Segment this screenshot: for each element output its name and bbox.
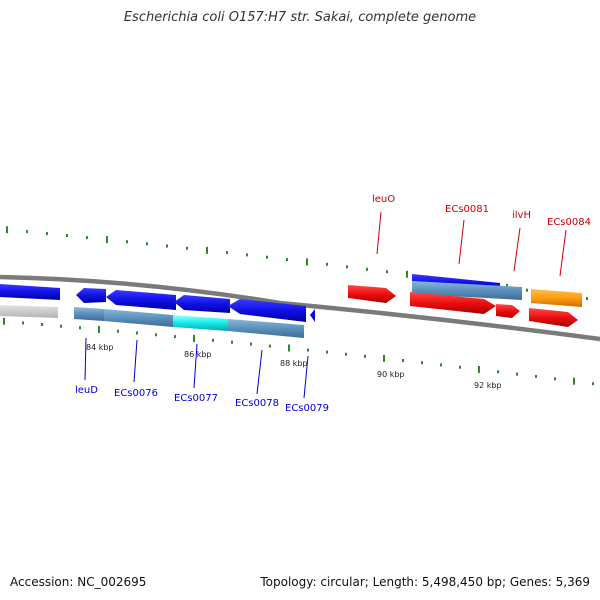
gene-label: ECs0084 (547, 217, 591, 228)
forward-gene-leaders (376, 211, 567, 277)
gene-label: ECs0081 (445, 204, 489, 215)
reverse-gene-leaders (84, 337, 309, 399)
leader-ECs0077 (193, 343, 198, 389)
leader-ECs0078 (256, 349, 263, 395)
leader-ECs0081 (458, 219, 465, 265)
gene-arrow-ECs0084 (531, 289, 582, 307)
feature-bar-ECs0076 (104, 309, 173, 327)
gene-arrow-ECs0077 (174, 295, 230, 313)
gene-arrow-leuO (348, 285, 396, 303)
gene-bar-partial-left (0, 305, 58, 318)
inner-ruler-ticks (3, 317, 594, 386)
gene-label: ECs0078 (235, 398, 279, 409)
leader-ECs0079 (303, 355, 309, 399)
kbp-label: 92 kbp (474, 381, 502, 390)
gene-label: ECs0076 (114, 388, 158, 399)
gene-arrow-ECs0081 (410, 292, 496, 314)
gene-arrow-ECs0084-lower (529, 308, 578, 327)
gene-arrow-leuD (76, 288, 106, 303)
kbp-label: 90 kbp (377, 370, 405, 379)
feature-bar-leuD (74, 307, 104, 321)
forward-gene-labels: leuO ECs0081 ilvH ECs0084 (372, 194, 591, 228)
leader-leuD (84, 337, 87, 381)
kbp-label: 84 kbp (86, 343, 114, 352)
leader-ilvH (513, 227, 521, 272)
genome-backbone (0, 274, 600, 342)
leader-leuO (376, 211, 382, 255)
feature-bar-ECs0077 (173, 315, 228, 331)
gene-arrow-ilvH (496, 304, 520, 318)
leader-ECs0084 (559, 229, 567, 277)
kbp-label: 86 kbp (184, 350, 212, 359)
reverse-gene-labels: leuD ECs0076 ECs0077 ECs0078 ECs0079 (75, 385, 329, 414)
gene-arrow-ECs0079 (310, 309, 315, 322)
gene-arrow-ECs0076 (106, 290, 176, 310)
map-title: Escherichia coli O157:H7 str. Sakai, com… (123, 10, 477, 25)
gene-arrow-partial-left (0, 284, 60, 300)
kbp-label: 88 kbp (280, 359, 308, 368)
gene-label: ECs0077 (174, 393, 218, 404)
kbp-labels: 84 kbp 86 kbp 88 kbp 90 kbp 92 kbp (86, 343, 502, 390)
gene-label: leuO (372, 194, 395, 205)
feature-bar-ECs0078 (228, 319, 304, 338)
accession-text: Accession: NC_002695 (10, 575, 147, 589)
gene-label: ilvH (512, 210, 531, 221)
gene-arrow-ECs0078 (228, 299, 306, 322)
gene-label: leuD (75, 385, 98, 396)
gene-label: ECs0079 (285, 403, 329, 414)
genome-stats-text: Topology: circular; Length: 5,498,450 bp… (260, 575, 590, 589)
leader-ECs0076 (133, 339, 138, 383)
